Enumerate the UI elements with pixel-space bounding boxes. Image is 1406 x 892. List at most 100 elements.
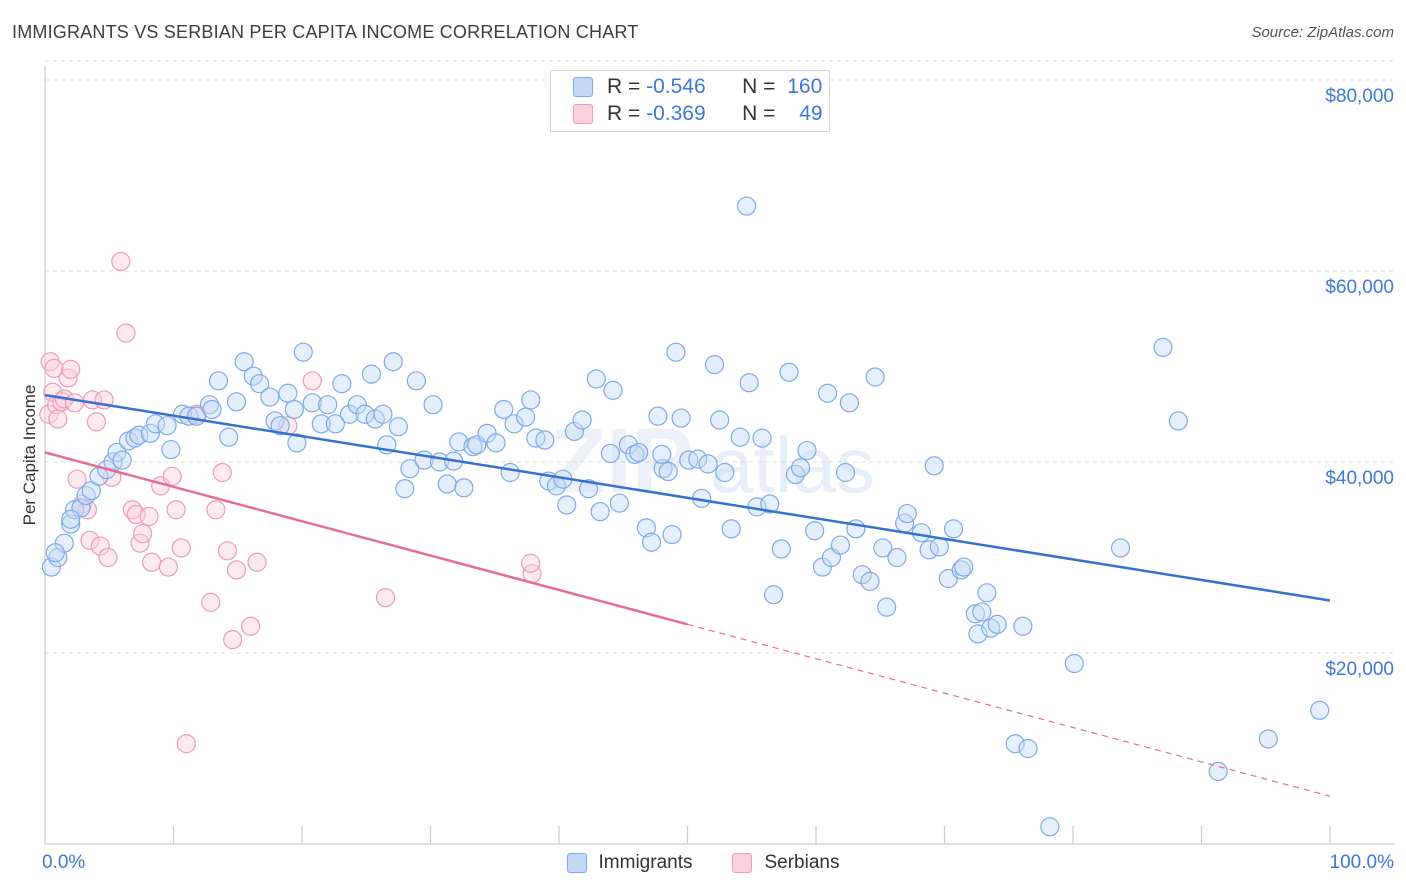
data-point (249, 374, 270, 394)
data-point (41, 557, 62, 577)
data-point (1013, 616, 1033, 636)
data-point (234, 352, 254, 372)
data-point (1064, 653, 1084, 674)
y-tick-20000: $20,000 (1325, 659, 1394, 680)
data-point (226, 392, 247, 412)
y-axis-label: Per Capita Income (20, 384, 39, 526)
data-point (671, 408, 691, 428)
data-point (609, 493, 629, 513)
data-point (311, 414, 331, 434)
legend-row-immigrants: R = -0.546 N = 160 (573, 74, 822, 100)
data-point (578, 479, 599, 499)
data-point (98, 547, 118, 568)
data-point (860, 571, 880, 591)
data-point (61, 359, 81, 379)
data-point (223, 630, 243, 650)
data-point (1040, 817, 1060, 837)
data-point (636, 518, 656, 538)
data-point (715, 462, 735, 483)
legend-swatch-immigrants (566, 853, 587, 873)
trend-line-serbians-extrapolated (687, 623, 1331, 797)
data-point (406, 371, 426, 391)
data-point (260, 387, 280, 407)
data-point (698, 454, 718, 474)
data-point (653, 459, 673, 479)
data-point (90, 536, 110, 556)
source-label: Source: ZipAtlas.com (1251, 24, 1394, 41)
data-point (739, 373, 759, 393)
data-point (162, 466, 182, 486)
data-point (666, 342, 686, 362)
legend-item-immigrants[interactable]: Immigrants (566, 852, 692, 874)
data-point (977, 583, 997, 603)
data-point (924, 456, 944, 476)
data-point (500, 462, 520, 483)
data-point (176, 734, 196, 754)
data-point (219, 427, 239, 447)
data-point (437, 474, 457, 494)
legend-swatch-serbians (573, 104, 593, 124)
data-point (1153, 337, 1173, 357)
data-point (116, 323, 136, 343)
data-point (278, 383, 298, 403)
data-point (373, 404, 393, 424)
trend-line-serbians (44, 451, 688, 626)
legend-row-serbians: R = -0.369 N = 49 (573, 101, 823, 127)
data-point (835, 462, 856, 483)
data-point (721, 519, 741, 539)
data-point (817, 383, 838, 403)
data-point (86, 412, 107, 432)
y-tick-40000: $40,000 (1325, 468, 1394, 489)
data-point (797, 440, 817, 461)
chart-title: IMMIGRANTS VS SERBIAN PER CAPITA INCOME … (12, 22, 639, 42)
data-point (157, 416, 177, 436)
data-point (202, 399, 222, 420)
data-point (293, 342, 313, 362)
data-point (710, 410, 730, 430)
data-point (400, 459, 420, 479)
data-point (752, 428, 772, 448)
data-point (284, 399, 304, 420)
series-immigrants (41, 196, 1330, 837)
data-point (302, 393, 322, 413)
data-point (600, 443, 621, 464)
data-point (586, 369, 606, 389)
data-point (1208, 761, 1228, 782)
legend-n-value: 160 (787, 75, 823, 98)
data-point (662, 524, 682, 545)
data-point (61, 509, 81, 529)
series-legend: Immigrants Serbians (0, 852, 1406, 874)
data-point (564, 421, 585, 442)
data-point (140, 423, 160, 443)
legend-swatch-serbians (732, 853, 753, 873)
data-point (951, 560, 971, 580)
data-point (332, 374, 352, 394)
data-point (383, 352, 403, 372)
data-point (521, 553, 541, 573)
data-point (112, 450, 132, 470)
data-point (1018, 738, 1038, 759)
data-point (48, 409, 68, 429)
data-point (1005, 734, 1025, 754)
data-point (166, 500, 186, 520)
data-point (375, 588, 396, 608)
data-point (873, 538, 893, 558)
legend-item-serbians[interactable]: Serbians (732, 852, 839, 874)
data-point (133, 524, 153, 544)
data-point (658, 461, 678, 482)
data-point (226, 560, 247, 580)
trend-lines (44, 393, 1331, 797)
data-point (80, 530, 100, 550)
data-point (929, 537, 949, 557)
data-point (45, 543, 65, 563)
data-point (388, 417, 408, 437)
data-point (839, 393, 860, 413)
data-point (208, 371, 229, 391)
data-point (557, 495, 577, 515)
data-point (1258, 729, 1278, 749)
trend-line-immigrants (44, 393, 1331, 602)
y-tick-60000: $60,000 (1325, 277, 1394, 298)
data-point (852, 565, 872, 585)
data-point (504, 414, 524, 434)
